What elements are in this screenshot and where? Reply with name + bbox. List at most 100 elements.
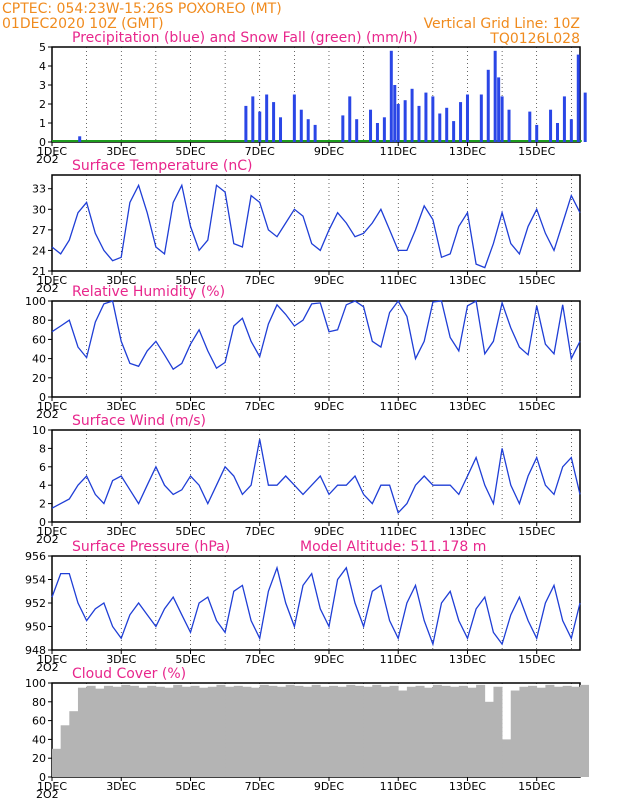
precip-bar — [417, 105, 421, 142]
cloud-bar — [311, 684, 321, 777]
x-tick-label: 13DEC — [449, 653, 486, 666]
panel-title: Surface Pressure (hPa) — [72, 539, 230, 555]
y-tick-label: 952 — [25, 597, 46, 610]
x-tick-label: 13DEC — [449, 525, 486, 538]
series-line — [51, 299, 581, 371]
x-tick-label: 5DEC — [175, 400, 205, 413]
precip-bar — [403, 100, 407, 142]
cloud-bar — [528, 685, 538, 777]
precip-bar — [555, 123, 559, 142]
panel-title: Surface Temperature (nC) — [72, 158, 253, 174]
cloud-bar — [147, 685, 157, 777]
cloud-bar — [493, 686, 503, 777]
cloud-bar — [415, 685, 425, 777]
precip-bar — [382, 117, 386, 142]
y-tick-label: 0 — [39, 516, 46, 529]
x-tick-label: 15DEC — [518, 653, 555, 666]
precip-bar — [465, 94, 469, 142]
cloud-bar — [580, 684, 590, 777]
cloud-bar — [372, 684, 382, 777]
year-label: 2O2 — [36, 788, 59, 800]
precip-bar — [78, 136, 82, 142]
cloud-bar — [103, 685, 113, 777]
x-tick-label: 1DEC — [37, 653, 67, 666]
y-tick-label: 2 — [39, 498, 46, 511]
x-tick-label: 5DEC — [175, 780, 205, 793]
x-tick-label: 3DEC — [106, 653, 136, 666]
precip-bar — [393, 85, 397, 142]
precip-bar — [507, 109, 511, 142]
x-tick-label: 11DEC — [380, 400, 417, 413]
panel-2: 1DEC 3DEC 5DEC 7DEC 9DEC 11DEC 13DEC 15DEC 2O2 21… — [32, 158, 581, 295]
y-tick-label: 8 — [39, 442, 46, 455]
cloud-bar — [86, 685, 96, 777]
x-tick-label: 3DEC — [106, 780, 136, 793]
cloud-bar — [155, 686, 165, 777]
x-tick-label: 5DEC — [175, 653, 205, 666]
cloud-bar — [121, 684, 131, 777]
y-tick-label: 24 — [32, 244, 46, 257]
y-tick-label: 4 — [39, 60, 46, 73]
y-tick-label: 33 — [32, 183, 46, 196]
x-tick-label: 1DEC — [37, 145, 67, 158]
header-date: 01DEC2020 10Z (GMT) — [2, 16, 164, 32]
panel-subtitle: Model Altitude: 511.178 m — [300, 539, 486, 555]
y-tick-label: 954 — [25, 574, 46, 587]
x-tick-label: 3DEC — [106, 145, 136, 158]
cloud-bar — [432, 684, 442, 777]
x-tick-label: 15DEC — [518, 274, 555, 287]
precip-bar — [562, 96, 566, 142]
precip-bar — [341, 115, 345, 142]
precip-bar — [410, 88, 414, 142]
plot-frame — [51, 300, 581, 398]
y-tick-label: 0 — [39, 391, 46, 404]
y-tick-label: 100 — [25, 295, 46, 308]
precip-bar — [535, 124, 539, 142]
cloud-bar — [251, 687, 261, 777]
y-tick-label: 21 — [32, 265, 46, 278]
cloud-bar — [294, 685, 304, 777]
cloud-bar — [60, 725, 70, 777]
cloud-bar — [138, 687, 148, 777]
plot-frame — [51, 174, 581, 272]
cloud-bar — [242, 686, 252, 777]
precip-bar — [389, 50, 393, 142]
precip-bar — [258, 111, 262, 142]
y-tick-label: 60 — [32, 715, 46, 728]
x-tick-label: 15DEC — [518, 400, 555, 413]
x-tick-label: 15DEC — [518, 145, 555, 158]
x-tick-label: 7DEC — [245, 274, 275, 287]
precip-bar — [355, 119, 359, 142]
panels: 1DEC 3DEC 5DEC 7DEC 9DEC 11DEC 13DEC 15DEC 2O2 0 1… — [25, 30, 590, 801]
y-tick-label: 27 — [32, 224, 46, 237]
x-tick-label: 9DEC — [314, 525, 344, 538]
cloud-bar — [69, 711, 79, 777]
precip-bar — [493, 50, 497, 142]
cloud-bar — [181, 686, 191, 777]
year-label: 2O2 — [36, 153, 59, 166]
x-tick-label: 11DEC — [380, 780, 417, 793]
cloud-bar — [303, 686, 313, 777]
cloud-bar — [519, 686, 529, 777]
cloud-bar — [441, 685, 451, 777]
series-line — [51, 439, 581, 515]
cloud-bar — [458, 685, 468, 777]
precip-bar — [251, 96, 255, 142]
cloud-bar — [225, 686, 235, 777]
x-tick-label: 13DEC — [449, 780, 486, 793]
cloud-bar — [380, 686, 390, 777]
cloud-bar — [233, 685, 243, 777]
x-tick-label: 13DEC — [449, 400, 486, 413]
precip-bar — [424, 92, 428, 142]
cloud-bar — [502, 739, 512, 777]
x-tick-label: 5DEC — [175, 145, 205, 158]
panel-5: 1DEC 3DEC 5DEC 7DEC 9DEC 11DEC 13DEC 15DEC 2O2 94… — [25, 539, 581, 674]
y-tick-label: 60 — [32, 333, 46, 346]
y-tick-label: 2 — [39, 98, 46, 111]
year-label: 2O2 — [36, 282, 59, 295]
x-tick-label: 7DEC — [245, 145, 275, 158]
precip-bar — [265, 94, 269, 142]
precip-bar — [272, 102, 276, 142]
x-tick-label: 5DEC — [175, 274, 205, 287]
